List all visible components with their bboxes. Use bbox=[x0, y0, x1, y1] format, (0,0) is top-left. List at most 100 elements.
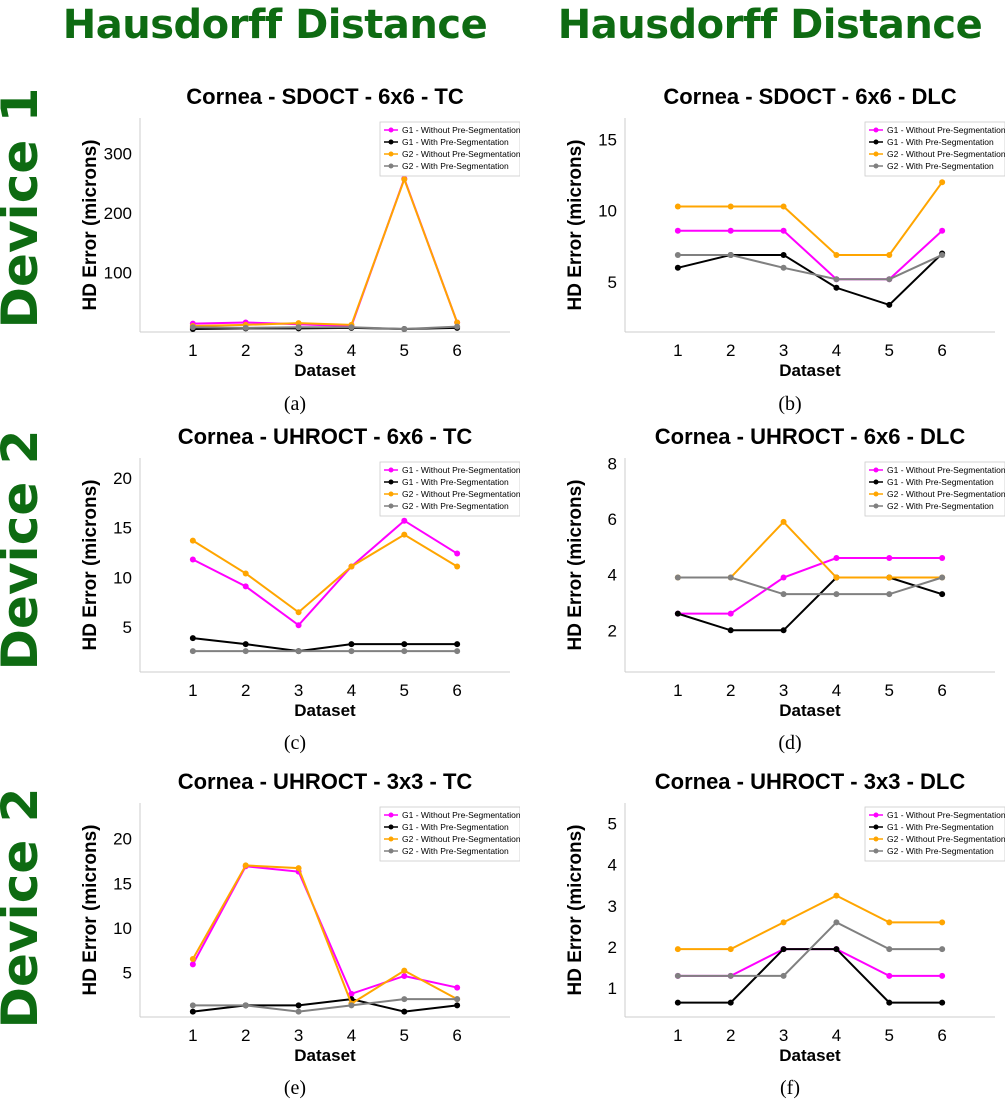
chart-title: Cornea - SDOCT - 6x6 - DLC bbox=[663, 84, 956, 109]
legend-swatch-marker bbox=[873, 503, 879, 509]
data-point bbox=[833, 591, 840, 598]
data-point bbox=[189, 635, 196, 642]
x-tick-label: 4 bbox=[832, 681, 841, 700]
data-point bbox=[295, 324, 302, 331]
data-point bbox=[727, 574, 734, 581]
legend-swatch-marker bbox=[388, 848, 394, 854]
data-point bbox=[886, 555, 893, 562]
legend-entry: G1 - Without Pre-Segmentation bbox=[887, 125, 1005, 135]
data-point bbox=[242, 324, 249, 331]
data-point bbox=[401, 531, 408, 538]
legend-swatch-marker bbox=[388, 824, 394, 830]
series-line bbox=[677, 252, 943, 307]
data-point bbox=[401, 641, 408, 648]
data-point bbox=[780, 972, 787, 979]
data-point bbox=[295, 622, 302, 629]
x-tick-label: 2 bbox=[241, 1026, 250, 1045]
legend-box bbox=[379, 461, 520, 517]
data-point bbox=[674, 946, 681, 953]
series-line bbox=[677, 253, 943, 281]
legend-swatch-marker bbox=[873, 151, 879, 157]
y-axis-label: HD Error (microns) bbox=[565, 139, 586, 310]
legend-swatch-marker bbox=[873, 467, 879, 473]
data-point bbox=[348, 648, 355, 655]
data-point bbox=[242, 1002, 249, 1009]
series-line bbox=[192, 998, 458, 1013]
y-tick-label: 15 bbox=[598, 130, 617, 149]
y-tick-label: 20 bbox=[113, 830, 132, 849]
data-point bbox=[401, 517, 408, 524]
legend-swatch-marker bbox=[873, 824, 879, 830]
data-point bbox=[189, 956, 196, 963]
series-line bbox=[677, 520, 943, 579]
legend-swatch-marker bbox=[873, 848, 879, 854]
x-tick-label: 3 bbox=[779, 681, 788, 700]
data-point bbox=[401, 1008, 408, 1015]
data-point bbox=[833, 946, 840, 953]
chart-panel-e: Cornea - UHROCT - 3x3 - TC 5 10 15 20 1 2 3 4 5 6 D… bbox=[80, 769, 520, 1065]
series-line bbox=[192, 176, 459, 328]
chart-title: Cornea - UHROCT - 6x6 - TC bbox=[178, 424, 473, 449]
legend-box bbox=[864, 121, 1005, 177]
data-point bbox=[454, 984, 461, 991]
chart-title: Cornea - UHROCT - 3x3 - DLC bbox=[655, 769, 966, 794]
data-point bbox=[454, 550, 461, 557]
data-point bbox=[780, 203, 787, 210]
y-axis-label: HD Error (microns) bbox=[80, 139, 101, 310]
column-header-right: Hausdorff Distance bbox=[557, 2, 983, 48]
data-point bbox=[454, 319, 461, 326]
x-axis-label: Dataset bbox=[294, 1046, 356, 1065]
legend-box bbox=[864, 461, 1005, 517]
data-point bbox=[295, 609, 302, 616]
x-tick-label: 5 bbox=[400, 681, 409, 700]
data-point bbox=[939, 972, 946, 979]
legend-swatch-marker bbox=[388, 163, 394, 169]
series-line bbox=[677, 576, 943, 596]
data-point bbox=[674, 999, 681, 1006]
data-point bbox=[189, 537, 196, 544]
legend-entry: G1 - With Pre-Segmentation bbox=[402, 477, 509, 487]
data-point bbox=[727, 227, 734, 234]
y-tick-label: 8 bbox=[608, 455, 617, 474]
x-tick-label: 1 bbox=[673, 341, 682, 360]
y-axis-label: HD Error (microns) bbox=[565, 479, 586, 650]
series-line bbox=[192, 533, 458, 614]
x-tick-label: 2 bbox=[726, 681, 735, 700]
legend-swatch-marker bbox=[873, 139, 879, 145]
x-tick-label: 6 bbox=[937, 681, 946, 700]
data-point bbox=[833, 284, 840, 291]
data-point bbox=[780, 574, 787, 581]
caption-c: (c) bbox=[283, 732, 307, 754]
data-point bbox=[886, 946, 893, 953]
chart-panel-d: Cornea - UHROCT - 6x6 - DLC 2 4 6 8 1 2 3 4 5 6 Dat… bbox=[565, 424, 1005, 720]
data-point bbox=[833, 574, 840, 581]
caption-b: (b) bbox=[778, 393, 802, 415]
data-point bbox=[886, 999, 893, 1006]
data-point bbox=[674, 574, 681, 581]
data-point bbox=[727, 610, 734, 617]
data-point bbox=[674, 227, 681, 234]
data-point bbox=[295, 320, 302, 327]
data-point bbox=[189, 648, 196, 655]
chart-panel-c: Cornea - UHROCT - 6x6 - TC 5 10 15 20 1 2 3 4 5 6 D… bbox=[80, 424, 520, 720]
legend-box bbox=[379, 121, 520, 177]
x-tick-label: 5 bbox=[885, 341, 894, 360]
data-point bbox=[295, 1002, 302, 1009]
y-tick-label: 5 bbox=[608, 815, 617, 834]
series-line bbox=[677, 181, 943, 256]
x-tick-label: 3 bbox=[779, 1026, 788, 1045]
x-tick-label: 6 bbox=[452, 1026, 461, 1045]
y-tick-label: 10 bbox=[113, 568, 132, 587]
x-tick-label: 5 bbox=[400, 1026, 409, 1045]
x-axis-label: Dataset bbox=[779, 1046, 841, 1065]
data-point bbox=[454, 323, 461, 330]
x-tick-label: 3 bbox=[294, 681, 303, 700]
legend-entry: G2 - Without Pre-Segmentation bbox=[887, 489, 1005, 499]
y-tick-label: 20 bbox=[113, 469, 132, 488]
x-axis-label: Dataset bbox=[779, 361, 841, 380]
data-point bbox=[833, 251, 840, 258]
data-point bbox=[939, 227, 946, 234]
data-point bbox=[939, 919, 946, 926]
data-point bbox=[401, 967, 408, 974]
data-point bbox=[780, 518, 787, 525]
